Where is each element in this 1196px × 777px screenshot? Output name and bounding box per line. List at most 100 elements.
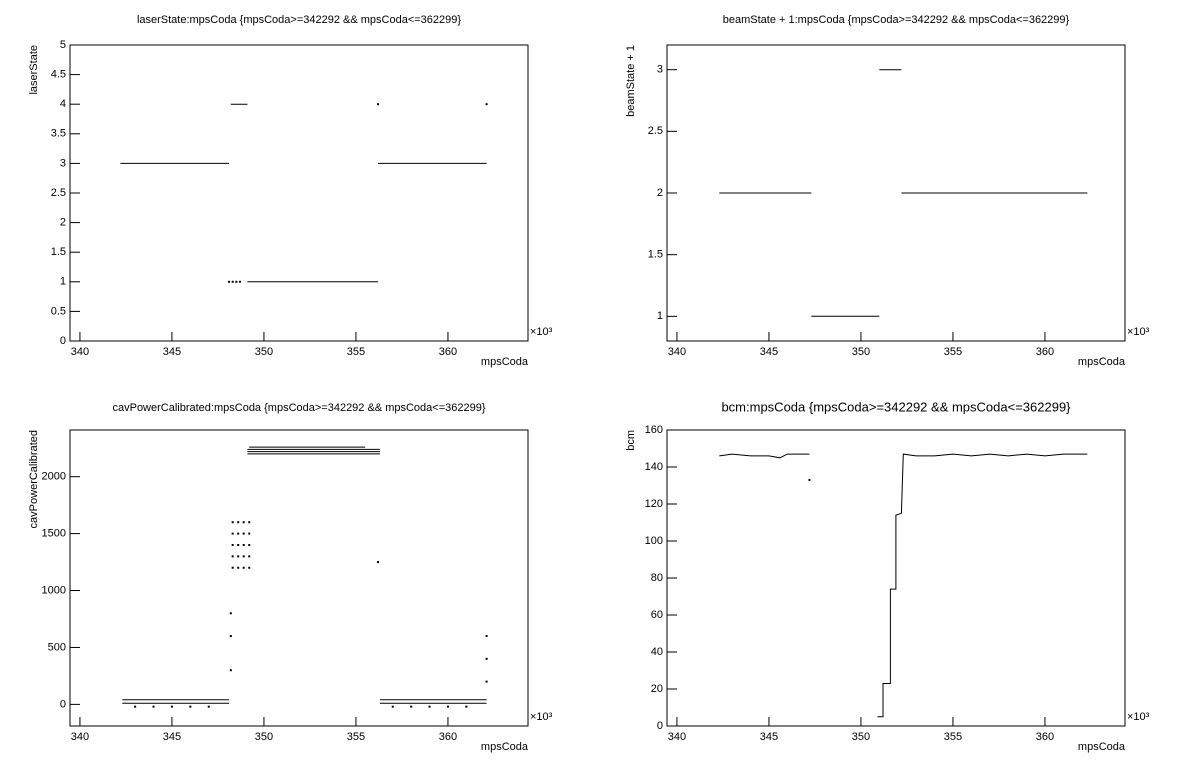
data-point	[170, 705, 173, 708]
y-tick-label: 1500	[42, 528, 66, 540]
data-point	[377, 103, 380, 106]
data-point	[377, 561, 380, 564]
x-exponent: ×10³	[1127, 711, 1150, 723]
x-exponent: ×10³	[530, 711, 553, 723]
data-point	[207, 705, 210, 708]
y-tick-label: 0	[657, 720, 663, 732]
y-axis-label: bcm	[625, 430, 637, 451]
y-tick-label: 40	[651, 646, 663, 658]
y-axis-label: beamState + 1	[625, 45, 637, 117]
y-tick-label: 2.5	[51, 187, 66, 199]
y-tick-label: 140	[645, 461, 663, 473]
chart-title: laserState:mpsCoda {mpsCoda>=342292 && m…	[137, 14, 461, 26]
y-tick-label: 2	[657, 187, 663, 199]
y-tick-label: 1	[60, 276, 66, 288]
y-tick-label: 0	[60, 698, 66, 710]
data-point	[237, 566, 240, 569]
data-point	[231, 521, 234, 524]
data-point	[227, 280, 230, 283]
y-tick-label: 4	[60, 98, 66, 110]
data-point	[229, 669, 232, 672]
x-tick-label: 355	[347, 731, 365, 743]
data-point	[242, 532, 245, 535]
x-tick-label: 360	[439, 346, 457, 358]
x-tick-label: 355	[944, 731, 962, 743]
data-point	[242, 521, 245, 524]
data-point	[242, 555, 245, 558]
y-tick-label: 0	[60, 335, 66, 347]
x-tick-label: 350	[852, 731, 870, 743]
y-tick-label: 3	[60, 157, 66, 169]
x-tick-label: 355	[944, 346, 962, 358]
plot-frame	[69, 429, 529, 727]
x-tick-label: 360	[439, 731, 457, 743]
data-point	[231, 543, 234, 546]
y-axis-label: laserState	[28, 45, 40, 95]
data-point	[391, 705, 394, 708]
x-tick-label: 350	[255, 346, 273, 358]
y-tick-label: 4.5	[51, 69, 66, 81]
y-tick-label: 2.5	[648, 125, 663, 137]
x-axis-label: mpsCoda	[1078, 741, 1126, 753]
data-point	[248, 521, 251, 524]
data-point	[410, 705, 413, 708]
data-point	[242, 543, 245, 546]
y-tick-label: 120	[645, 498, 663, 510]
data-point	[465, 705, 468, 708]
data-point	[237, 532, 240, 535]
y-tick-label: 80	[651, 572, 663, 584]
data-point	[235, 280, 238, 283]
data-point	[248, 532, 251, 535]
data-point	[237, 555, 240, 558]
y-tick-label: 2000	[42, 471, 66, 483]
chart-title: beamState + 1:mpsCoda {mpsCoda>=342292 &…	[723, 14, 1070, 26]
data-point	[428, 705, 431, 708]
data-line	[120, 103, 487, 283]
x-axis-label: mpsCoda	[481, 356, 529, 368]
y-tick-label: 500	[48, 641, 66, 653]
x-tick-label: 340	[668, 731, 686, 743]
data-line	[719, 453, 1088, 718]
data-point	[485, 680, 488, 683]
y-tick-label: 3	[657, 64, 663, 76]
x-tick-label: 350	[852, 346, 870, 358]
x-tick-label: 350	[255, 731, 273, 743]
y-tick-label: 1.5	[648, 249, 663, 261]
data-point	[134, 705, 137, 708]
y-tick-label: 160	[645, 424, 663, 436]
chart-title: bcm:mpsCoda {mpsCoda>=342292 && mpsCoda<…	[721, 399, 1071, 414]
y-axis-label: cavPowerCalibrated	[28, 430, 40, 528]
data-point	[485, 635, 488, 638]
x-axis-label: mpsCoda	[1078, 356, 1126, 368]
data-point	[231, 280, 234, 283]
y-tick-label: 1	[657, 310, 663, 322]
data-point	[248, 543, 251, 546]
data-line	[719, 69, 1088, 317]
data-point	[485, 657, 488, 660]
x-tick-label: 345	[163, 346, 181, 358]
data-point	[189, 705, 192, 708]
plot-frame	[69, 44, 529, 342]
data-point	[231, 555, 234, 558]
y-tick-label: 20	[651, 683, 663, 695]
y-tick-label: 0.5	[51, 305, 66, 317]
data-point	[248, 566, 251, 569]
data-point	[239, 280, 242, 283]
x-exponent: ×10³	[530, 326, 553, 338]
y-tick-label: 5	[60, 39, 66, 51]
y-tick-label: 2	[60, 217, 66, 229]
x-tick-label: 360	[1036, 731, 1054, 743]
x-tick-label: 345	[163, 731, 181, 743]
data-point	[152, 705, 155, 708]
data-point	[231, 566, 234, 569]
y-tick-label: 100	[645, 535, 663, 547]
y-tick-label: 1.5	[51, 246, 66, 258]
data-point	[229, 612, 232, 615]
data-point	[237, 543, 240, 546]
data-point	[485, 103, 488, 106]
x-tick-label: 345	[760, 731, 778, 743]
data-point	[248, 555, 251, 558]
x-tick-label: 340	[71, 346, 89, 358]
